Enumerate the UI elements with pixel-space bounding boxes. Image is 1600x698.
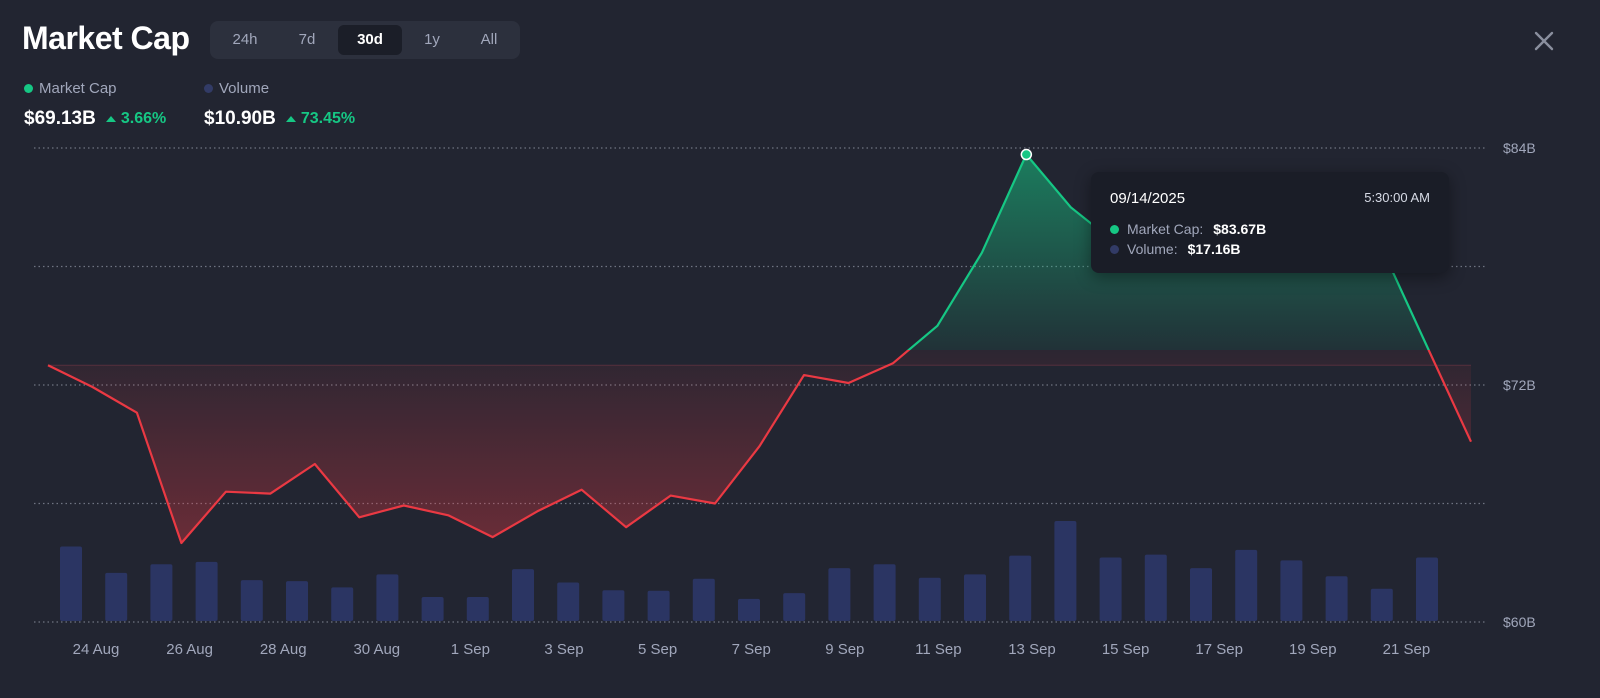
volume-bar [918, 577, 941, 621]
tooltip-time: 5:30:00 AM [1364, 190, 1430, 205]
volume-bar [286, 581, 308, 621]
volume-bar [466, 596, 489, 621]
volume-bar [738, 598, 760, 621]
x-tick-label: 7 Sep [732, 641, 771, 658]
volume-bar [376, 574, 399, 621]
market-cap-value: $69.13B [24, 108, 96, 129]
legend-market-cap: Market Cap $69.13B 3.66% [24, 80, 166, 130]
volume-bar [602, 590, 625, 621]
volume-bar [1144, 554, 1167, 621]
volume-bar [1054, 521, 1077, 621]
x-tick-label: 21 Sep [1383, 641, 1431, 658]
chart-tooltip: 09/14/2025 5:30:00 AM Market Cap: $83.67… [1091, 172, 1449, 273]
legend-market-cap-label: Market Cap [39, 80, 117, 97]
market-cap-line-down [47, 350, 1472, 545]
volume-bar [1325, 576, 1348, 621]
tooltip-market-cap-label: Market Cap: [1127, 221, 1204, 237]
market-cap-dot-icon [24, 84, 33, 93]
hover-point[interactable] [1020, 148, 1033, 161]
x-tick-label: 24 Aug [73, 641, 120, 658]
volume-bar [60, 546, 82, 621]
volume-bar [873, 564, 896, 621]
tooltip-volume-value: $17.16B [1187, 241, 1241, 257]
volume-bar [1190, 568, 1212, 621]
volume-bar [331, 587, 354, 621]
caret-up-icon [285, 116, 296, 122]
volume-bar [512, 569, 534, 621]
legend-volume: Volume $10.90B 73.45% [204, 80, 355, 130]
x-tick-label: 28 Aug [260, 641, 307, 658]
x-tick-label: 30 Aug [353, 641, 400, 658]
tab-all[interactable]: All [480, 31, 498, 48]
x-tick-label: 5 Sep [638, 641, 677, 658]
volume-bar [647, 590, 670, 621]
volume-bar [1416, 557, 1438, 621]
page-title: Market Cap [22, 20, 190, 56]
close-icon[interactable] [1530, 27, 1558, 55]
volume-bar [1235, 549, 1258, 621]
volume-bar [964, 574, 986, 621]
volume-value: $10.90B [204, 108, 276, 129]
x-tick-label: 19 Sep [1289, 641, 1337, 658]
x-tick-label: 15 Sep [1102, 641, 1150, 658]
volume-bar [421, 596, 444, 621]
tab-24h[interactable]: 24h [232, 31, 258, 48]
tooltip-market-cap-value: $83.67B [1213, 221, 1267, 237]
volume-bar [783, 593, 806, 621]
tooltip-volume-label: Volume: [1127, 241, 1178, 257]
tab-1y[interactable]: 1y [424, 31, 440, 48]
tab-7d[interactable]: 7d [298, 31, 316, 48]
volume-bar [240, 580, 263, 621]
caret-up-icon [105, 116, 116, 122]
volume-bar [692, 578, 715, 621]
market-cap-dot-icon [1110, 224, 1119, 234]
x-tick-label: 13 Sep [1008, 641, 1056, 658]
x-tick-label: 9 Sep [825, 641, 864, 658]
volume-bar [828, 568, 851, 621]
volume-bar [1099, 557, 1122, 621]
volume-dot-icon [204, 84, 213, 93]
legend-volume-label: Volume [219, 80, 270, 97]
tooltip-date: 09/14/2025 [1110, 190, 1186, 207]
timeframe-tabs: 24h 7d 30d 1y All [210, 21, 520, 59]
x-tick-label: 17 Sep [1195, 641, 1243, 658]
volume-change: 73.45% [300, 110, 356, 127]
volume-bar [557, 582, 580, 621]
x-tick-label: 11 Sep [915, 641, 961, 658]
volume-dot-icon [1110, 244, 1119, 254]
area-below-baseline [48, 350, 1471, 543]
y-tick-label: $60B [1503, 614, 1536, 630]
volume-bar [105, 572, 128, 621]
volume-bar [1370, 588, 1393, 621]
volume-bar [1280, 560, 1303, 621]
x-tick-label: 3 Sep [544, 641, 583, 658]
x-tick-label: 26 Aug [166, 641, 213, 658]
x-tick-label: 1 Sep [451, 641, 490, 658]
volume-bar [195, 561, 218, 621]
y-tick-label: $84B [1503, 140, 1536, 156]
volume-bar [150, 564, 173, 621]
y-tick-label: $72B [1503, 377, 1536, 393]
volume-bar [1009, 555, 1032, 621]
tab-30d[interactable]: 30d [338, 25, 402, 55]
market-cap-change: 3.66% [120, 110, 167, 127]
